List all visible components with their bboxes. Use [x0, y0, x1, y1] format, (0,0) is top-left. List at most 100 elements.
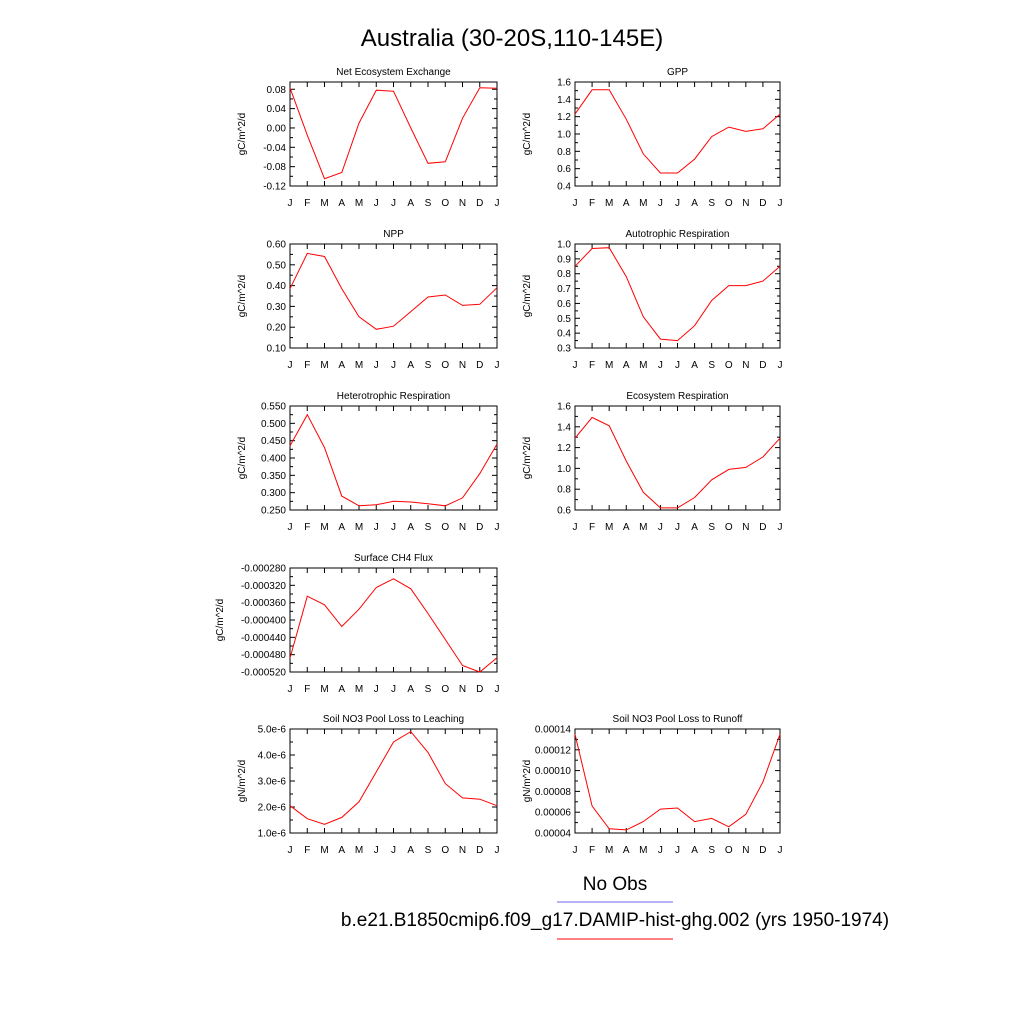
x-tick-label: M	[355, 845, 363, 856]
x-tick-label: S	[708, 360, 715, 371]
x-tick-label: D	[476, 360, 483, 371]
y-axis-label: gC/m^2/d	[237, 113, 248, 156]
y-tick-label: 1.0	[557, 464, 571, 475]
y-tick-label: 0.08	[267, 85, 287, 96]
y-tick-label: 0.00010	[535, 766, 572, 777]
x-tick-label: J	[658, 360, 663, 371]
x-tick-label: A	[407, 684, 414, 695]
x-tick-label: A	[623, 198, 630, 209]
y-tick-label: 0.50	[267, 260, 287, 271]
x-tick-label: D	[759, 360, 766, 371]
x-tick-label: S	[425, 522, 432, 533]
x-tick-label: D	[759, 845, 766, 856]
x-tick-label: D	[476, 198, 483, 209]
x-tick-label: M	[320, 198, 328, 209]
y-tick-label: 1.4	[557, 95, 571, 106]
series-line	[574, 734, 781, 831]
x-tick-label: M	[355, 522, 363, 533]
x-tick-label: M	[639, 522, 647, 533]
x-tick-label: D	[476, 845, 483, 856]
y-tick-label: 5.0e-6	[258, 725, 287, 736]
x-tick-label: N	[742, 198, 749, 209]
x-tick-label: J	[573, 360, 578, 371]
series-line	[574, 416, 781, 509]
chart-title: Surface CH4 Flux	[354, 553, 433, 564]
y-tick-label: 0.350	[261, 471, 286, 482]
x-tick-label: J	[495, 845, 500, 856]
x-tick-label: O	[441, 522, 449, 533]
x-tick-label: F	[304, 845, 310, 856]
x-tick-label: A	[338, 198, 345, 209]
x-tick-label: M	[639, 845, 647, 856]
y-tick-label: -0.000440	[241, 633, 286, 644]
y-tick-label: 0.00004	[535, 829, 572, 840]
x-tick-label: O	[441, 684, 449, 695]
chart-panels: Net Ecosystem Exchange gC/m^2/d -0.12 -0.08…	[215, 67, 783, 856]
x-tick-label: J	[675, 198, 680, 209]
y-tick-label: 0.30	[267, 302, 287, 313]
x-tick-label: S	[425, 684, 432, 695]
y-tick-label: 0.8	[557, 485, 571, 496]
x-tick-label: J	[573, 522, 578, 533]
x-tick-label: A	[691, 522, 698, 533]
plot-frame	[289, 405, 498, 511]
chart-ecosystem-respiration: Ecosystem Respiration gC/m^2/d 0.6 0.8 1.0 1.…	[522, 391, 783, 533]
y-tick-label: -0.12	[263, 182, 286, 193]
x-tick-label: O	[725, 845, 733, 856]
x-tick-label: M	[355, 360, 363, 371]
x-tick-label: F	[304, 522, 310, 533]
y-axis-label: gC/m^2/d	[215, 599, 226, 642]
x-tick-label: J	[391, 198, 396, 209]
legend-label-model-run: b.e21.B1850cmip6.f09_g17.DAMIP-hist-ghg.…	[341, 910, 889, 931]
y-tick-label: 0.00	[267, 123, 287, 134]
y-tick-label: 0.4	[557, 329, 571, 340]
x-tick-label: J	[391, 522, 396, 533]
y-tick-label: 0.450	[261, 436, 286, 447]
y-tick-label: 0.6	[557, 164, 571, 175]
x-tick-label: F	[589, 198, 595, 209]
x-tick-label: D	[759, 522, 766, 533]
y-tick-label: 0.00012	[535, 745, 572, 756]
x-tick-label: M	[639, 198, 647, 209]
x-tick-label: S	[425, 198, 432, 209]
y-tick-label: 0.8	[557, 269, 571, 280]
x-tick-label: N	[459, 198, 466, 209]
x-tick-label: M	[320, 684, 328, 695]
series-line	[289, 252, 498, 330]
x-tick-label: J	[288, 845, 293, 856]
x-tick-label: S	[708, 845, 715, 856]
x-tick-label: J	[778, 198, 783, 209]
x-tick-label: A	[338, 522, 345, 533]
x-tick-label: J	[495, 522, 500, 533]
x-tick-label: A	[407, 198, 414, 209]
x-tick-label: A	[407, 360, 414, 371]
x-tick-label: J	[658, 198, 663, 209]
y-tick-label: 1.0e-6	[258, 829, 287, 840]
x-tick-label: A	[338, 360, 345, 371]
series-line	[289, 730, 498, 825]
y-axis-label: gN/m^2/d	[522, 760, 533, 803]
chart-surface-ch4-flux: Surface CH4 Flux gC/m^2/d -0.000520 -0.0004…	[215, 553, 500, 695]
x-tick-label: S	[708, 198, 715, 209]
x-tick-label: O	[441, 845, 449, 856]
x-tick-label: A	[623, 360, 630, 371]
x-tick-label: F	[304, 198, 310, 209]
x-tick-label: O	[725, 198, 733, 209]
y-tick-label: -0.08	[263, 162, 286, 173]
y-tick-label: 0.3	[557, 344, 571, 355]
y-tick-label: -0.000400	[241, 616, 286, 627]
x-tick-label: N	[459, 360, 466, 371]
x-tick-label: F	[304, 684, 310, 695]
y-tick-label: 0.300	[261, 488, 286, 499]
x-tick-label: J	[391, 684, 396, 695]
y-tick-label: 0.00006	[535, 808, 572, 819]
x-tick-label: A	[338, 845, 345, 856]
x-tick-label: S	[708, 522, 715, 533]
y-tick-label: 0.4	[557, 182, 571, 193]
x-tick-label: M	[605, 360, 613, 371]
x-tick-label: D	[476, 522, 483, 533]
y-tick-label: 0.7	[557, 284, 571, 295]
x-tick-label: J	[288, 360, 293, 371]
x-tick-label: O	[725, 522, 733, 533]
x-tick-label: M	[320, 360, 328, 371]
